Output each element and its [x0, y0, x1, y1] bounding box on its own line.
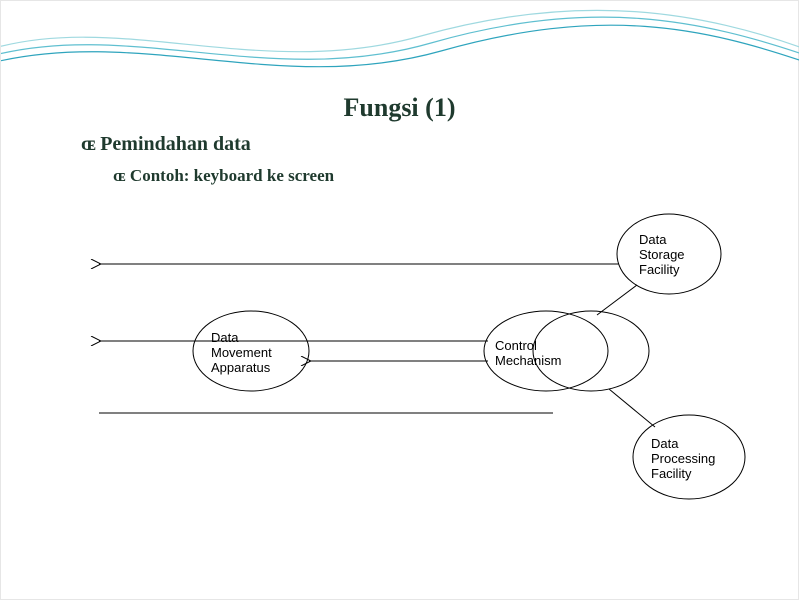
- label-processing-l2: Processing: [651, 451, 715, 466]
- label-movement-l3: Apparatus: [211, 360, 270, 375]
- label-processing: Data Processing Facility: [651, 437, 715, 482]
- label-control-l1: Control: [495, 338, 537, 353]
- label-processing-l3: Facility: [651, 466, 691, 481]
- label-storage-l3: Facility: [639, 262, 679, 277]
- label-control: Control Mechanism: [495, 339, 561, 369]
- label-storage-l2: Storage: [639, 247, 685, 262]
- label-storage-l1: Data: [639, 232, 666, 247]
- label-movement-l1: Data: [211, 330, 238, 345]
- diagram-svg: [1, 1, 799, 600]
- label-processing-l1: Data: [651, 436, 678, 451]
- label-movement-l2: Movement: [211, 345, 272, 360]
- connector-ctrl-processing: [609, 389, 655, 427]
- slide: Fungsi (1) ɶPemindahan data ɶContoh: key…: [0, 0, 799, 600]
- connector-ctrl-storage: [597, 285, 637, 315]
- label-movement: Data Movement Apparatus: [211, 331, 272, 376]
- label-storage: Data Storage Facility: [639, 233, 685, 278]
- label-control-l2: Mechanism: [495, 353, 561, 368]
